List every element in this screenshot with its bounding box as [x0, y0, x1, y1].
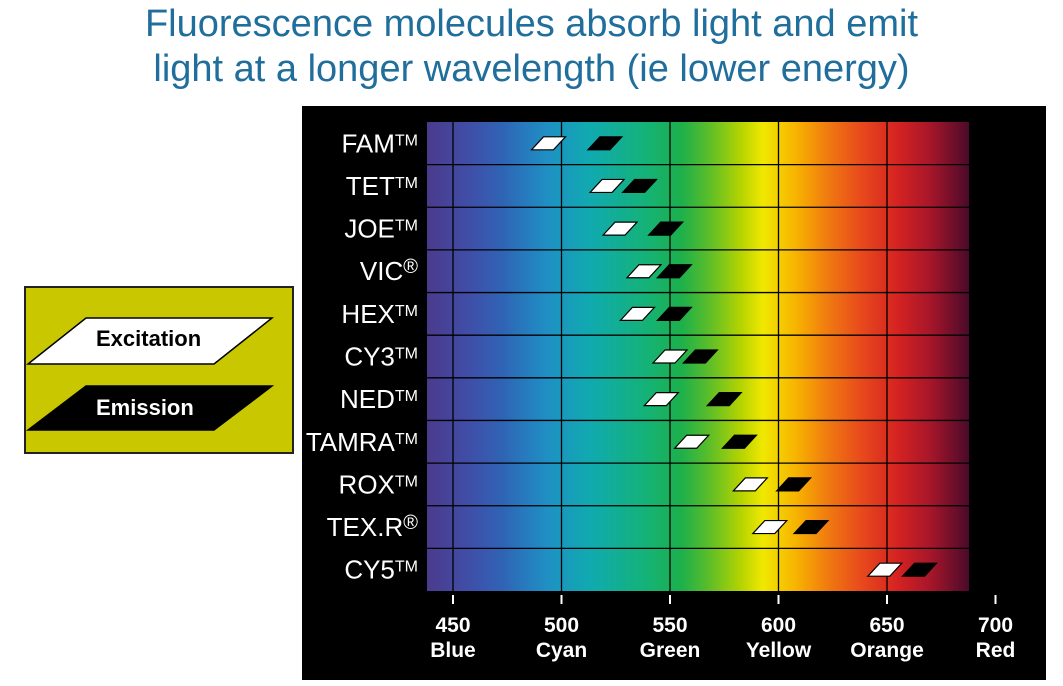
legend-emission-label: Emission: [96, 395, 194, 420]
x-tick-label: 650: [869, 614, 904, 637]
dye-trademark: TM: [395, 559, 418, 576]
dye-name: TAMRA: [306, 427, 396, 457]
emission-marker: [647, 221, 685, 236]
excitation-marker: [731, 477, 769, 492]
dye-name: ROX: [339, 469, 395, 499]
title-line-1: Fluorescence molecules absorb light and …: [144, 3, 919, 45]
excitation-marker: [751, 519, 789, 535]
dye-name: TET: [346, 171, 395, 201]
dye-name: VIC: [360, 256, 403, 286]
dye-label: VIC®: [360, 256, 418, 286]
dye-label: TETTM: [346, 171, 418, 201]
dye-trademark: TM: [395, 132, 418, 149]
x-tick-label: 450: [435, 614, 470, 637]
emission-marker: [901, 562, 938, 577]
excitation-marker: [619, 306, 656, 321]
dye-name: CY3: [344, 342, 395, 372]
dye-name: TEX.R: [327, 512, 404, 542]
dye-label: TEX.R®: [327, 512, 419, 542]
slide-title: Fluorescence molecules absorb light and …: [0, 2, 1063, 92]
dye-name: JOE: [344, 214, 395, 244]
dye-label: FAMTM: [341, 128, 418, 158]
emission-marker: [655, 264, 693, 279]
emission-marker: [655, 306, 693, 321]
legend-excitation-swatch: [26, 317, 275, 365]
x-tick-label: 500: [544, 614, 579, 637]
dye-trademark: TM: [395, 218, 418, 235]
emission-marker: [586, 136, 624, 151]
excitation-marker: [651, 349, 689, 364]
dye-name: HEX: [341, 299, 394, 329]
dye-trademark: TM: [395, 346, 418, 363]
legend-shapes: [26, 317, 275, 431]
dye-name: NED: [340, 384, 395, 414]
spectrum-chart-panel: 450 Blue 500 Cyan 550 Green 600 Yellow 650 Orange…: [302, 106, 1046, 680]
excitation-marker: [673, 434, 711, 449]
dye-label: CY5TM: [344, 555, 418, 585]
x-tick-color-label: Yellow: [746, 639, 812, 662]
emission-marker: [621, 178, 658, 194]
emission-marker: [705, 392, 743, 407]
dye-name: FAM: [341, 128, 394, 158]
dye-trademark: TM: [395, 303, 418, 320]
dye-trademark: TM: [395, 175, 418, 192]
dye-trademark: ®: [403, 256, 418, 278]
x-tick-color-label: Orange: [850, 639, 924, 662]
dye-trademark: TM: [395, 473, 418, 490]
legend-excitation-label: Excitation: [96, 326, 202, 351]
emission-marker: [792, 519, 830, 535]
excitation-marker: [530, 136, 567, 151]
x-tick-color-label: Blue: [430, 639, 476, 662]
dye-label: CY3TM: [344, 342, 418, 372]
dye-label: HEXTM: [341, 299, 418, 329]
dye-trademark: TM: [395, 388, 418, 405]
dye-name: CY5: [344, 555, 395, 585]
dye-trademark: TM: [395, 431, 418, 448]
x-tick-label: 700: [978, 614, 1013, 637]
emission-marker: [721, 434, 758, 449]
dye-label: ROXTM: [339, 469, 418, 499]
legend-box: Excitation Emission: [24, 286, 294, 454]
dye-trademark: ®: [403, 512, 418, 534]
dye-label: TAMRATM: [306, 427, 418, 457]
emission-marker: [682, 349, 719, 364]
dye-label: NEDTM: [340, 384, 418, 414]
excitation-marker: [588, 178, 626, 194]
excitation-marker: [601, 221, 639, 236]
title-line-2: light at a longer wavelength (ie lower e…: [153, 48, 910, 90]
dye-label: JOETM: [344, 214, 418, 244]
x-tick-color-label: Red: [976, 639, 1016, 662]
excitation-marker: [642, 392, 680, 407]
legend-emission-swatch: [26, 385, 275, 431]
excitation-marker: [866, 562, 904, 577]
x-tick-label: 600: [761, 614, 796, 637]
emission-marker: [775, 477, 813, 492]
excitation-marker: [625, 264, 663, 279]
x-tick-color-label: Cyan: [536, 639, 587, 662]
x-tick-color-label: Green: [640, 639, 701, 662]
x-tick-label: 550: [652, 614, 687, 637]
